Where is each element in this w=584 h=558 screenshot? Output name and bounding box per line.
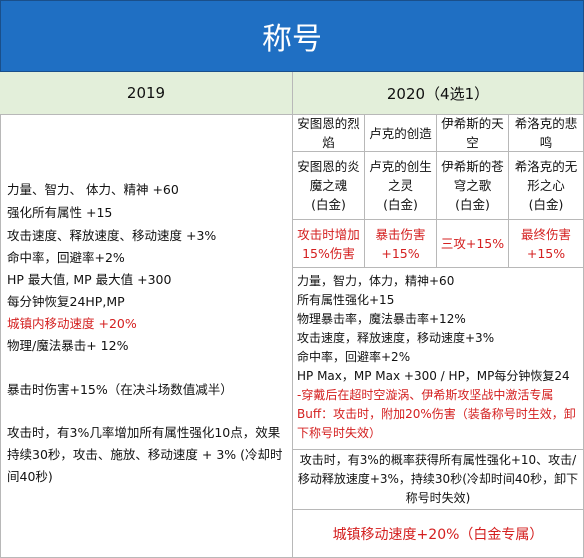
text-line: 物理暴击率，魔法暴击率+12% [297, 312, 466, 326]
text-line: 攻击速度，释放速度，移动速度+3% [297, 331, 495, 345]
text-line: HP Max，MP Max +300 / HP，MP每分钟恢复24 [297, 369, 570, 383]
grade: (白金) [311, 197, 346, 212]
common-cell: 力量，智力，体力，精神+60 所有属性强化+15 物理暴击率，魔法暴击率+12%… [293, 268, 584, 450]
set-effect: 暴击伤害+15% [365, 220, 437, 268]
column-header: 2020（4选1） [293, 72, 584, 115]
title-name: 伊希斯的苍穹之歌 [441, 159, 504, 193]
set-title: 安图恩的炎魔之魂 (白金) [293, 152, 365, 220]
text-line: 所有属性强化+15 [297, 293, 395, 307]
set-title: 希洛克的无形之心 (白金) [509, 152, 584, 220]
set-name: 安图恩的烈焰 [293, 115, 365, 152]
set-name: 卢克的创造 [365, 115, 437, 152]
text-line: 物理/魔法暴击+ 12% [7, 338, 129, 353]
text-line: 每分钟恢复24HP,MP [7, 294, 125, 309]
title: 称号 [0, 0, 584, 72]
text-line: HP 最大值, MP 最大值 +300 [7, 272, 172, 287]
town-cell: 城镇移动速度+20%（白金专属） [293, 510, 584, 558]
set-name: 伊希斯的天空 [437, 115, 509, 152]
title-name: 安图恩的炎魔之魂 [297, 159, 360, 193]
text-line: 强化所有属性 +15 [7, 205, 113, 220]
title-name: 卢克的创生之灵 [369, 159, 432, 193]
text-line: 暴击时伤害+15%（在决斗场数值减半） [7, 382, 233, 397]
grade: (白金) [383, 197, 418, 212]
left-cell: 力量、智力、 体力、精神 +60 强化所有属性 +15 攻击速度、释放速度、移动… [0, 115, 293, 558]
title-name: 希洛克的无形之心 [514, 159, 578, 193]
text-line: 城镇内移动速度 +20% [7, 316, 137, 331]
set-name: 希洛克的悲鸣 [509, 115, 584, 152]
text-line: 命中率，回避率+2% [7, 250, 125, 265]
set-effect: 三攻+15% [437, 220, 509, 268]
extra-cell: 攻击时，有3%的概率获得所有属性强化+10、攻击/移动释放速度+3%，持续30秒… [293, 450, 584, 510]
grade: (白金) [455, 197, 490, 212]
set-title: 卢克的创生之灵 (白金) [365, 152, 437, 220]
grade: (白金) [528, 197, 564, 212]
set-effect: 攻击时增加15%伤害 [293, 220, 365, 268]
text-line: 力量、智力、 体力、精神 +60 [7, 182, 179, 197]
text-line: 攻击速度、释放速度、移动速度 +3% [7, 228, 217, 243]
text-line: 攻击时，有3%几率增加所有属性强化10点，效果持续30秒，攻击、施放、移动速度 … [7, 425, 283, 484]
set-effect: 最终伤害+15% [509, 220, 584, 268]
text-line: 力量，智力，体力，精神+60 [297, 274, 455, 288]
text-line: -穿戴后在超时空漩涡、伊希斯攻坚战中激活专属Buff：攻击时，附加20%伤害（装… [297, 388, 576, 440]
text-line: 命中率，回避率+2% [297, 350, 411, 364]
set-title: 伊希斯的苍穹之歌 (白金) [437, 152, 509, 220]
column-header: 2019 [0, 72, 293, 115]
